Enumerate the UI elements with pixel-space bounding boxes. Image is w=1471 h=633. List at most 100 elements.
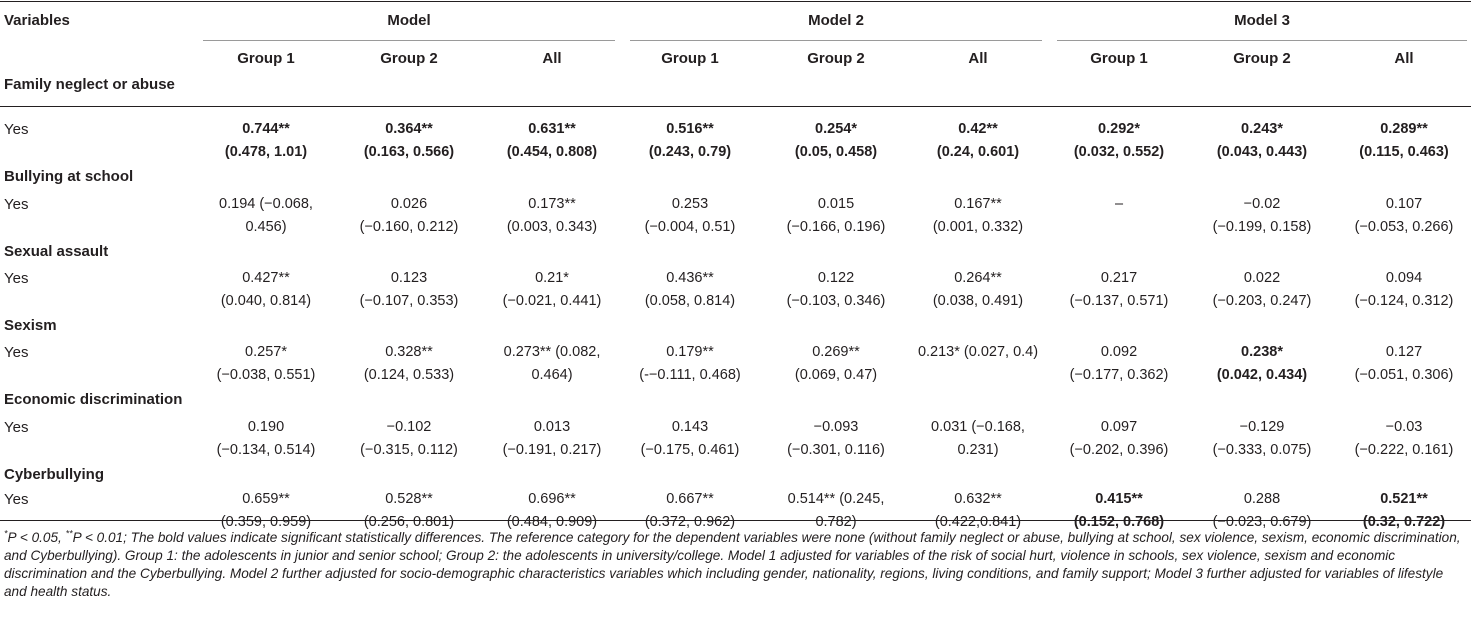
model-1-header: Model	[387, 12, 431, 29]
table-cell: 0.528** (0.256, 0.801)	[339, 488, 479, 534]
table-cell: 0.127 (−0.051, 0.306)	[1334, 341, 1471, 387]
row-label: Yes	[4, 491, 29, 508]
cell-estimate: 0.273** (0.082,	[503, 344, 601, 360]
cell-estimate: 0.427**	[242, 270, 290, 286]
cell-estimate: 0.179**	[666, 344, 714, 360]
cell-interval: (0.042, 0.434)	[1216, 367, 1308, 383]
group-header: All	[1394, 50, 1414, 67]
cell-estimate: 0.288	[1243, 491, 1281, 507]
footnote-text: P < 0.05,	[7, 530, 66, 545]
cell-estimate: 0.364**	[385, 121, 433, 137]
cell-estimate: 0.696**	[528, 491, 576, 507]
group-header: Group 1	[661, 50, 719, 67]
model-3-underline	[1057, 40, 1467, 41]
footnote-text: P < 0.01; The bold values indicate signi…	[4, 530, 1461, 599]
cell-interval: (0.359, 0.959)	[220, 514, 312, 530]
table-cell: 0.264** (0.038, 0.491)	[908, 267, 1048, 313]
cell-estimate: 0.254*	[815, 121, 857, 137]
table-cell: 0.179** (-−0.111, 0.468)	[620, 341, 760, 387]
cell-estimate: 0.092	[1100, 344, 1138, 360]
footnote-mark: **	[65, 528, 73, 539]
cell-interval: (−0.222, 0.161)	[1354, 442, 1454, 458]
cell-interval: 0.231)	[957, 442, 999, 458]
table-cell: −0.093 (−0.301, 0.116)	[766, 416, 906, 462]
section-title: Family neglect or abuse	[4, 76, 175, 93]
cell-estimate: 0.213* (0.027, 0.4)	[917, 344, 1039, 360]
group-header: All	[968, 50, 988, 67]
cell-interval: (−0.137, 0.571)	[1069, 293, 1169, 309]
cell-interval: (0.032, 0.552)	[1073, 144, 1165, 160]
cell-interval: (0.163, 0.566)	[363, 144, 455, 160]
cell-interval: (0.115, 0.463)	[1359, 144, 1449, 160]
section-title: Cyberbullying	[4, 466, 105, 483]
table-cell: 0.292* (0.032, 0.552)	[1049, 118, 1189, 164]
row-label: Yes	[4, 121, 29, 138]
cell-estimate: 0.415**	[1095, 491, 1143, 507]
table-cell: 0.514** (0.245, 0.782)	[766, 488, 906, 534]
table-cell: 0.092 (−0.177, 0.362)	[1049, 341, 1189, 387]
table-cell: 0.667** (0.372, 0.962)	[620, 488, 760, 534]
table-cell: 0.21* (−0.021, 0.441)	[482, 267, 622, 313]
cell-interval: (0.478, 1.01)	[224, 144, 308, 160]
cell-interval: (−0.134, 0.514)	[216, 442, 316, 458]
cell-interval: (0.043, 0.443)	[1216, 144, 1308, 160]
cell-estimate: 0.632**	[954, 491, 1002, 507]
cell-estimate: 0.42**	[958, 121, 998, 137]
cell-estimate: 0.122	[817, 270, 855, 286]
cell-interval: (0.003, 0.343)	[506, 219, 598, 235]
group-header: Group 2	[380, 50, 438, 67]
table-cell: 0.243* (0.043, 0.443)	[1192, 118, 1332, 164]
row-label: Yes	[4, 270, 29, 287]
cell-interval: (−0.053, 0.266)	[1354, 219, 1454, 235]
cell-estimate: −0.129	[1239, 419, 1285, 435]
cell-estimate: 0.031 (−0.168,	[931, 419, 1025, 435]
cell-estimate: 0.243*	[1241, 121, 1283, 137]
cell-interval: (−0.107, 0.353)	[359, 293, 459, 309]
table-cell: –	[1049, 193, 1189, 216]
cell-estimate: 0.631**	[528, 121, 576, 137]
cell-estimate: 0.521**	[1380, 491, 1428, 507]
table-cell: 0.521** (0.32, 0.722)	[1334, 488, 1471, 534]
cell-estimate: 0.194 (−0.068,	[219, 196, 313, 212]
cell-interval: (−0.199, 0.158)	[1212, 219, 1312, 235]
cell-estimate: 0.167**	[954, 196, 1002, 212]
table-cell: 0.696** (0.484, 0.909)	[482, 488, 622, 534]
model-2-underline	[630, 40, 1042, 41]
cell-interval: (−0.021, 0.441)	[502, 293, 602, 309]
table-cell: 0.42** (0.24, 0.601)	[908, 118, 1048, 164]
table-cell: 0.213* (0.027, 0.4)	[908, 341, 1048, 364]
cell-estimate: 0.015	[817, 196, 855, 212]
group-header: Group 1	[1090, 50, 1148, 67]
cell-estimate: 0.21*	[535, 270, 569, 286]
cell-estimate: 0.173**	[528, 196, 576, 212]
table-cell: 0.427** (0.040, 0.814)	[196, 267, 336, 313]
cell-interval: (−0.333, 0.075)	[1212, 442, 1312, 458]
table-cell: 0.273** (0.082, 0.464)	[482, 341, 622, 387]
cell-estimate: 0.528**	[385, 491, 433, 507]
cell-estimate: 0.667**	[666, 491, 714, 507]
bottom-rule	[0, 520, 1471, 521]
table-cell: −0.102 (−0.315, 0.112)	[339, 416, 479, 462]
footnote: *P < 0.05, **P < 0.01; The bold values i…	[4, 529, 1466, 601]
row-label: Yes	[4, 196, 29, 213]
cell-interval: 0.456)	[245, 219, 287, 235]
model-3-header: Model 3	[1234, 12, 1290, 29]
cell-interval: (0.152, 0.768)	[1073, 514, 1165, 530]
cell-estimate: −0.02	[1243, 196, 1281, 212]
cell-estimate: 0.123	[390, 270, 428, 286]
table-cell: 0.013 (−0.191, 0.217)	[482, 416, 622, 462]
table-cell: 0.123 (−0.107, 0.353)	[339, 267, 479, 313]
table-cell: 0.254* (0.05, 0.458)	[766, 118, 906, 164]
group-header: Group 2	[1233, 50, 1291, 67]
table-cell: 0.031 (−0.168, 0.231)	[908, 416, 1048, 462]
table-cell: −0.03 (−0.222, 0.161)	[1334, 416, 1471, 462]
cell-interval: (0.05, 0.458)	[794, 144, 878, 160]
cell-interval: (−0.160, 0.212)	[359, 219, 459, 235]
cell-estimate: 0.292*	[1098, 121, 1140, 137]
cell-interval: (−0.301, 0.116)	[787, 442, 885, 458]
cell-interval: (−0.124, 0.312)	[1354, 293, 1454, 309]
group-header: Group 1	[237, 50, 295, 67]
table-cell: 0.173** (0.003, 0.343)	[482, 193, 622, 239]
cell-estimate: 0.022	[1243, 270, 1281, 286]
cell-estimate: −0.102	[386, 419, 432, 435]
